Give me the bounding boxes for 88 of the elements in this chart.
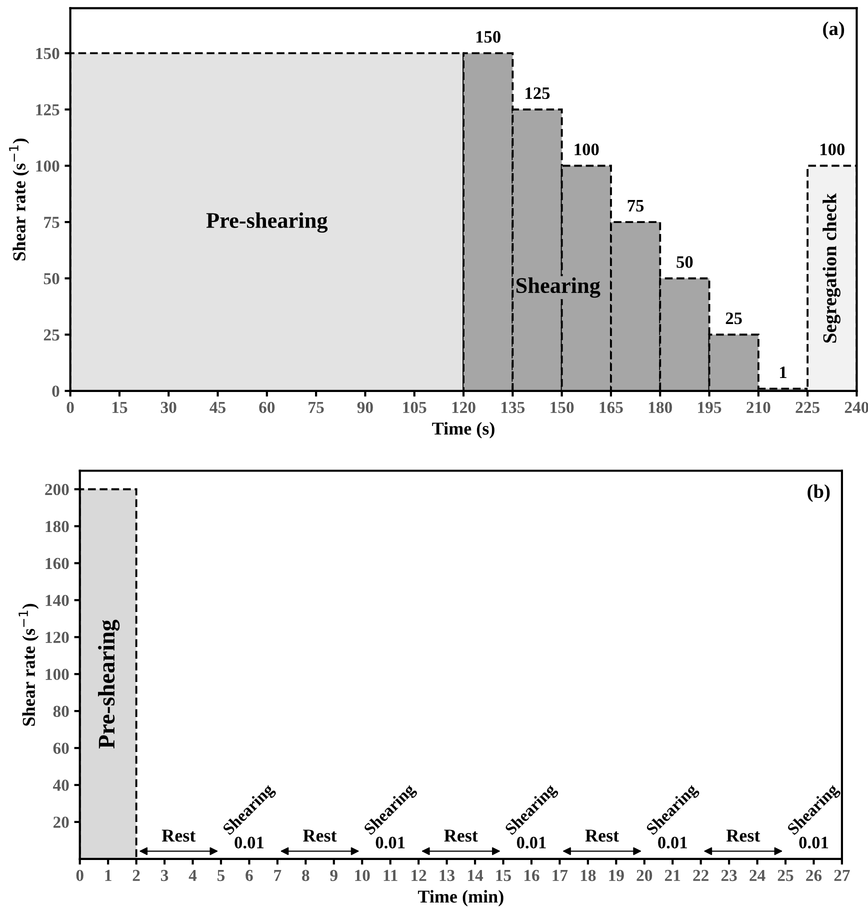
- y-tick-label: 200: [45, 484, 69, 496]
- x-tick-label: 22: [693, 870, 708, 881]
- x-axis-title: Time (min): [418, 890, 504, 906]
- y-tick-label: 140: [46, 594, 69, 606]
- data-label: 0.01: [376, 836, 405, 849]
- x-tick-label: 60: [259, 402, 275, 414]
- x-tick-label: 6: [246, 870, 253, 882]
- x-tick-label: 27: [834, 870, 850, 881]
- annotation: Rest: [585, 830, 620, 842]
- annotation: Pre-shearing: [206, 212, 328, 233]
- annotation: Rest: [444, 830, 478, 842]
- y-tick-label: 160: [46, 558, 69, 570]
- x-tick-label: 7: [274, 870, 282, 881]
- x-tick-label: 19: [609, 870, 624, 882]
- y-tick-label: 100: [46, 668, 69, 680]
- x-tick-label: 26: [806, 870, 822, 882]
- x-tick-label: 14: [468, 870, 484, 881]
- x-tick-label: 4: [188, 870, 197, 881]
- y-tick-label: 60: [53, 742, 69, 754]
- y-tick-label: 20: [53, 816, 69, 828]
- y-axis-title: Shear rate (s$^{−1}$): [9, 138, 30, 260]
- data-label: 100: [574, 144, 599, 156]
- x-tick-label: 195: [698, 402, 722, 414]
- x-tick-label: 120: [452, 402, 476, 414]
- x-tick-label: 45: [210, 402, 226, 414]
- y-tick-label: 50: [44, 273, 60, 284]
- annotation: Rest: [726, 830, 760, 842]
- data-label: 0.01: [658, 836, 687, 849]
- y-tick-label: 150: [36, 48, 60, 60]
- y-axis-title: Shear rate (s$^{−1}$): [18, 604, 39, 726]
- data-label: 100: [820, 144, 844, 156]
- annotation: Rest: [162, 830, 196, 842]
- x-tick-label: 10: [355, 870, 370, 882]
- y-tick-label: 80: [53, 706, 69, 717]
- x-tick-label: 12: [412, 870, 426, 881]
- x-tick-label: 20: [636, 870, 652, 882]
- data-label: 125: [526, 87, 550, 100]
- x-tick-label: 90: [357, 402, 373, 414]
- x-tick-label: 24: [750, 870, 766, 881]
- x-tick-label: 16: [524, 870, 540, 882]
- x-tick-label: 210: [746, 402, 770, 414]
- y-tick-label: 125: [36, 104, 60, 116]
- text: (b): [808, 484, 830, 502]
- x-tick-label: 15: [112, 402, 128, 414]
- data-label: 25: [726, 312, 742, 324]
- x-tick-label: 3: [160, 870, 168, 882]
- y-tick-label: 180: [46, 520, 69, 532]
- x-tick-label: 15: [496, 870, 511, 882]
- y-tick-label: 100: [36, 160, 60, 172]
- x-tick-label: 135: [502, 402, 525, 414]
- data-label: 150: [476, 31, 500, 43]
- annotation: Segregation check: [822, 193, 840, 343]
- x-tick-label: 17: [552, 870, 568, 881]
- x-tick-label: 21: [664, 870, 680, 881]
- x-tick-label: 18: [580, 870, 596, 882]
- x-tick-label: 23: [721, 870, 737, 882]
- x-tick-label: 25: [778, 870, 794, 882]
- data-label: 1: [780, 366, 786, 378]
- x-tick-label: 180: [648, 402, 672, 414]
- x-tick-label: 11: [384, 870, 398, 881]
- x-tick-label: 150: [550, 402, 574, 414]
- x-tick-label: 2: [132, 870, 140, 881]
- data-label: 0.01: [799, 836, 828, 849]
- x-tick-label: 165: [600, 402, 623, 414]
- data-label: 50: [676, 256, 693, 268]
- annotation: Shearing: [516, 277, 600, 298]
- annotation: Rest: [303, 830, 337, 842]
- x-tick-label: 105: [403, 402, 426, 414]
- y-tick-label: 25: [44, 329, 60, 341]
- x-tick-label: 0: [76, 870, 84, 882]
- data-label: 0.01: [234, 836, 264, 849]
- text: (a): [823, 22, 844, 40]
- x-axis-title: Time (s): [432, 422, 494, 438]
- annotation: Pre-shearing: [98, 620, 120, 749]
- y-tick-label: 0: [52, 386, 60, 397]
- y-tick-label: 120: [46, 632, 69, 644]
- x-tick-label: 225: [796, 402, 820, 414]
- x-tick-label: 75: [308, 402, 324, 414]
- x-tick-label: 9: [330, 870, 338, 882]
- x-tick-label: 30: [160, 402, 176, 414]
- y-tick-label: 40: [53, 780, 69, 791]
- y-tick-label: 75: [44, 216, 60, 228]
- x-tick-label: 8: [302, 870, 310, 882]
- data-label: 0.01: [516, 836, 546, 849]
- x-tick-label: 5: [217, 870, 225, 882]
- x-tick-label: 13: [440, 870, 455, 882]
- x-tick-label: 1: [105, 870, 112, 881]
- data-label: 75: [628, 200, 644, 212]
